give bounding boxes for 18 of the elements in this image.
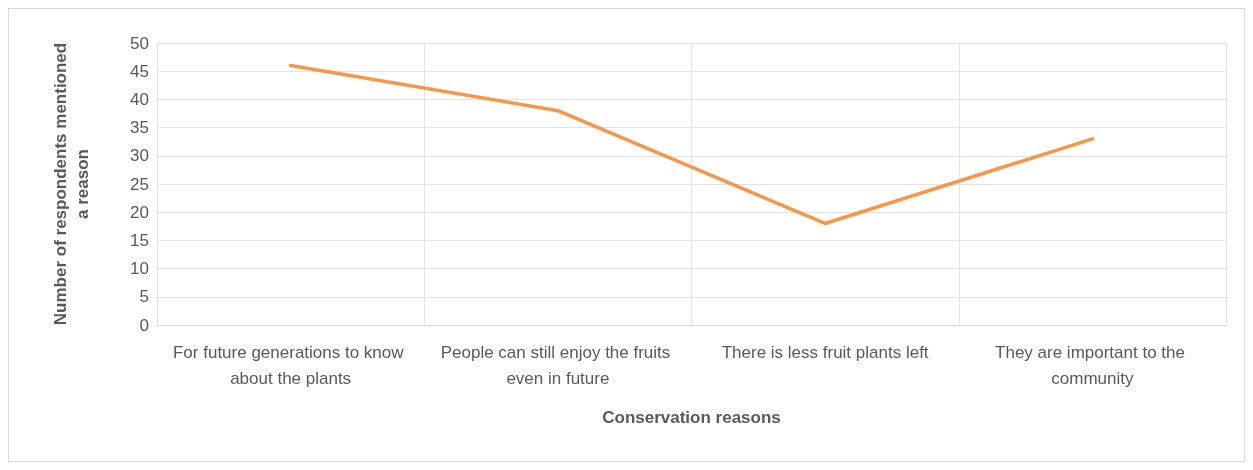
y-axis-title: Number of respondents mentioned a reason [50, 42, 92, 326]
x-tick-label: People can still enjoy the fruits even in future [440, 342, 676, 388]
y-tick-label: 10 [130, 259, 149, 279]
y-tick-label: 25 [130, 174, 149, 194]
x-tick-label: There is less fruit plants left [721, 342, 929, 362]
y-tick-label: 30 [130, 146, 149, 166]
y-tick-label: 15 [130, 230, 149, 250]
x-tick-label: For future generations to know about the plants [172, 342, 409, 388]
y-tick-label: 40 [130, 89, 149, 109]
y-tick-label: 0 [139, 315, 149, 335]
line-series [288, 63, 1095, 226]
y-tick-label: 20 [130, 202, 149, 222]
y-tick-label: 5 [139, 287, 149, 307]
y-tick-label: 45 [130, 61, 149, 81]
y-tick-label: 35 [130, 118, 149, 138]
x-tick-label: They are important to the community [995, 342, 1190, 388]
y-tick-label: 50 [130, 33, 149, 53]
x-axis-title: Conservation reasons [602, 408, 781, 427]
